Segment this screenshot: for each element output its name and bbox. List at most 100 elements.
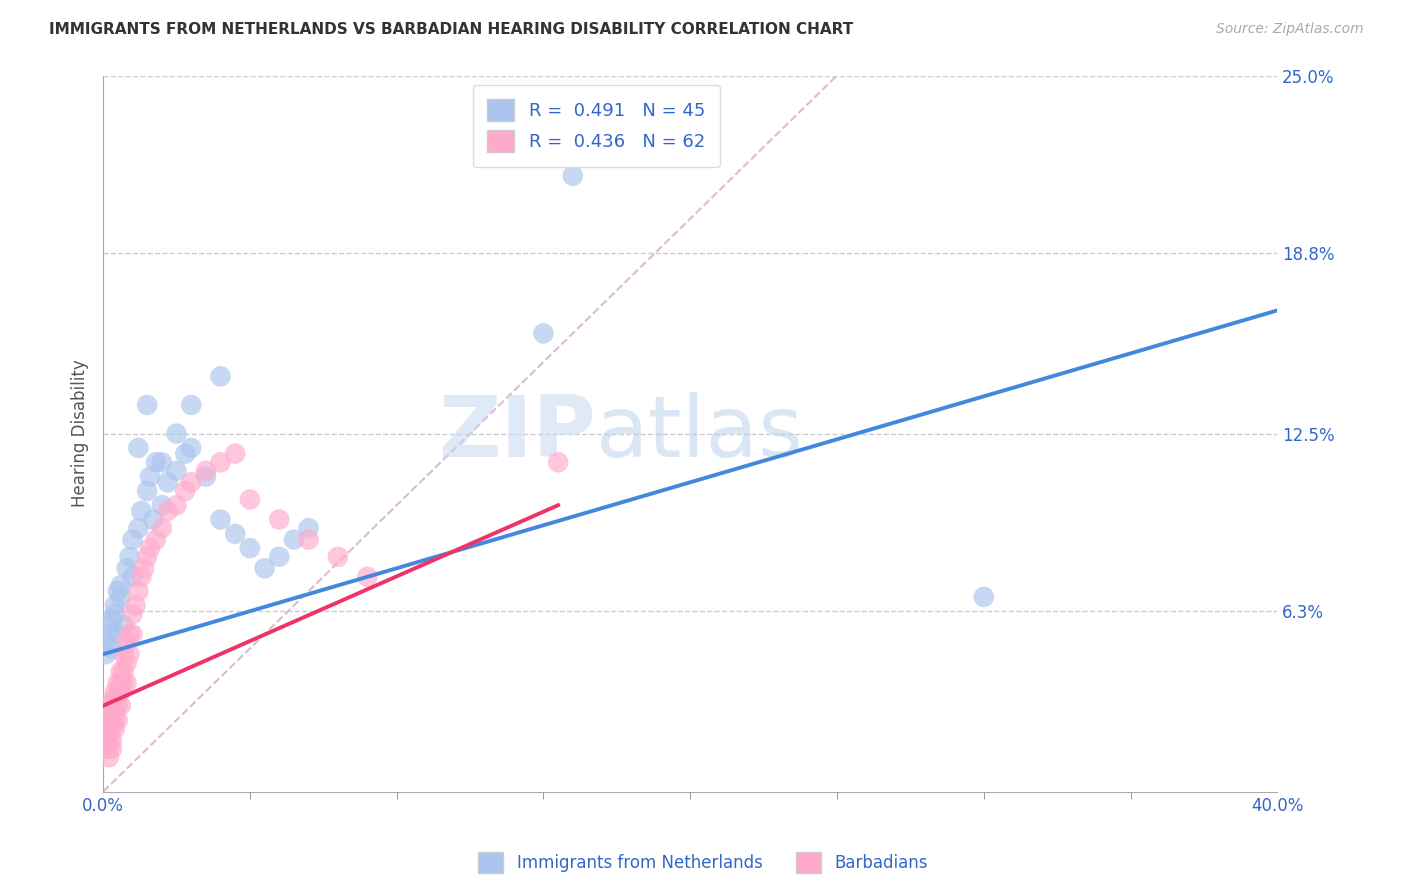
Point xyxy=(194,469,217,483)
Text: atlas: atlas xyxy=(596,392,804,475)
Point xyxy=(209,369,232,384)
Point xyxy=(94,636,117,650)
Point xyxy=(547,455,569,469)
Point xyxy=(180,398,202,412)
Point xyxy=(98,627,121,641)
Point xyxy=(101,733,124,747)
Point xyxy=(101,722,124,736)
Point xyxy=(129,570,152,584)
Point xyxy=(107,676,129,690)
Point xyxy=(101,641,124,656)
Point xyxy=(110,684,132,698)
Point xyxy=(98,750,121,764)
Point xyxy=(118,627,141,641)
Legend: Immigrants from Netherlands, Barbadians: Immigrants from Netherlands, Barbadians xyxy=(471,846,935,880)
Point xyxy=(239,492,262,507)
Point xyxy=(145,533,167,547)
Point xyxy=(98,698,121,713)
Point xyxy=(94,727,117,741)
Point xyxy=(121,533,143,547)
Point xyxy=(224,527,246,541)
Point xyxy=(107,684,129,698)
Point xyxy=(533,326,555,341)
Point xyxy=(101,741,124,756)
Point xyxy=(174,447,197,461)
Point xyxy=(239,541,262,556)
Point xyxy=(115,636,138,650)
Point xyxy=(98,618,121,632)
Point xyxy=(156,475,179,490)
Point xyxy=(94,722,117,736)
Point xyxy=(283,533,305,547)
Point xyxy=(136,549,159,564)
Point xyxy=(118,647,141,661)
Point xyxy=(180,475,202,490)
Point xyxy=(104,705,127,719)
Point xyxy=(224,447,246,461)
Point xyxy=(121,607,143,621)
Point xyxy=(253,561,276,575)
Point xyxy=(98,733,121,747)
Point xyxy=(112,618,135,632)
Text: IMMIGRANTS FROM NETHERLANDS VS BARBADIAN HEARING DISABILITY CORRELATION CHART: IMMIGRANTS FROM NETHERLANDS VS BARBADIAN… xyxy=(49,22,853,37)
Point xyxy=(112,665,135,679)
Point xyxy=(166,464,188,478)
Point xyxy=(94,647,117,661)
Point xyxy=(104,599,127,613)
Point xyxy=(118,549,141,564)
Point xyxy=(297,521,319,535)
Point xyxy=(115,561,138,575)
Point xyxy=(94,733,117,747)
Point xyxy=(145,455,167,469)
Point xyxy=(139,469,162,483)
Point xyxy=(209,512,232,526)
Point xyxy=(115,656,138,670)
Point xyxy=(180,441,202,455)
Point xyxy=(269,512,291,526)
Point xyxy=(209,455,232,469)
Point xyxy=(127,521,149,535)
Point xyxy=(136,398,159,412)
Point xyxy=(101,693,124,707)
Point xyxy=(110,676,132,690)
Point xyxy=(104,607,127,621)
Point xyxy=(104,684,127,698)
Point xyxy=(166,426,188,441)
Text: Source: ZipAtlas.com: Source: ZipAtlas.com xyxy=(1216,22,1364,37)
Point xyxy=(166,498,188,512)
Point xyxy=(112,676,135,690)
Point xyxy=(94,713,117,727)
Point xyxy=(136,483,159,498)
Point xyxy=(174,483,197,498)
Point xyxy=(110,590,132,604)
Point xyxy=(110,665,132,679)
Point xyxy=(121,627,143,641)
Point xyxy=(269,549,291,564)
Point xyxy=(104,693,127,707)
Point xyxy=(326,549,349,564)
Point xyxy=(139,541,162,556)
Point xyxy=(297,533,319,547)
Point xyxy=(94,741,117,756)
Point xyxy=(101,713,124,727)
Point xyxy=(107,698,129,713)
Point xyxy=(115,676,138,690)
Point xyxy=(134,561,156,575)
Point xyxy=(127,584,149,599)
Point xyxy=(127,441,149,455)
Point xyxy=(107,627,129,641)
Text: ZIP: ZIP xyxy=(439,392,596,475)
Point xyxy=(110,698,132,713)
Point xyxy=(98,741,121,756)
Point xyxy=(98,705,121,719)
Point xyxy=(356,570,378,584)
Point xyxy=(150,455,173,469)
Point xyxy=(150,521,173,535)
Point xyxy=(142,512,165,526)
Legend: R =  0.491   N = 45, R =  0.436   N = 62: R = 0.491 N = 45, R = 0.436 N = 62 xyxy=(472,85,720,167)
Point xyxy=(561,169,583,183)
Point xyxy=(104,722,127,736)
Point xyxy=(98,713,121,727)
Point xyxy=(150,498,173,512)
Point xyxy=(101,705,124,719)
